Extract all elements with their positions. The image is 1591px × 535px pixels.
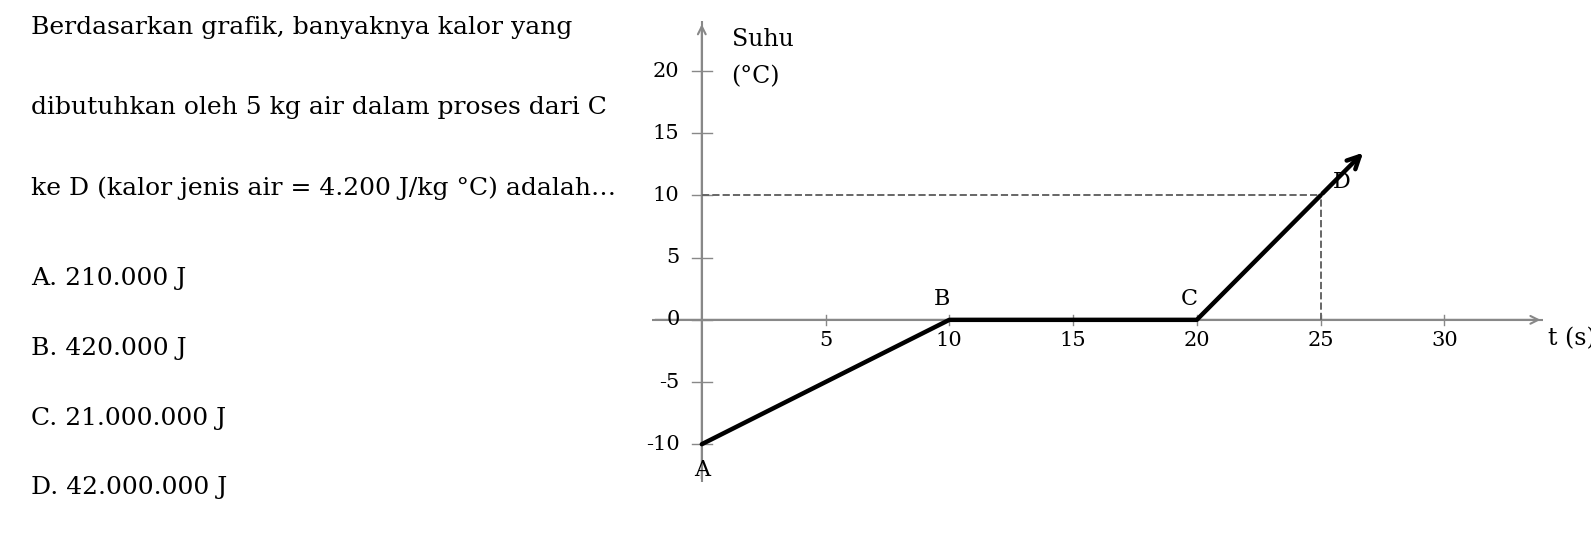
Text: dibutuhkan oleh 5 kg air dalam proses dari C: dibutuhkan oleh 5 kg air dalam proses da…: [32, 96, 608, 119]
Text: D. 42.000.000 J: D. 42.000.000 J: [32, 476, 228, 499]
Text: B. 420.000 J: B. 420.000 J: [32, 337, 188, 360]
Text: ke D (kalor jenis air = 4.200 J/kg °C) adalah…: ke D (kalor jenis air = 4.200 J/kg °C) a…: [32, 177, 616, 200]
Text: B: B: [934, 288, 950, 310]
Text: Suhu: Suhu: [732, 28, 794, 51]
Text: C. 21.000.000 J: C. 21.000.000 J: [32, 407, 226, 430]
Text: 5: 5: [667, 248, 679, 267]
Text: 20: 20: [652, 62, 679, 81]
Text: A. 210.000 J: A. 210.000 J: [32, 268, 186, 291]
Text: C: C: [1181, 288, 1198, 310]
Text: 0: 0: [667, 310, 679, 330]
Text: 30: 30: [1430, 331, 1457, 350]
Text: 15: 15: [652, 124, 679, 143]
Text: -5: -5: [659, 372, 679, 392]
Text: Berdasarkan grafik, banyaknya kalor yang: Berdasarkan grafik, banyaknya kalor yang: [32, 16, 573, 39]
Text: D: D: [1333, 171, 1351, 193]
Text: 10: 10: [652, 186, 679, 205]
Text: 20: 20: [1184, 331, 1211, 350]
Text: 15: 15: [1060, 331, 1087, 350]
Text: t (s): t (s): [1548, 327, 1591, 350]
Text: 25: 25: [1308, 331, 1333, 350]
Text: (°C): (°C): [732, 65, 780, 88]
Text: 10: 10: [936, 331, 963, 350]
Text: -10: -10: [646, 435, 679, 454]
Text: 5: 5: [819, 331, 832, 350]
Text: A: A: [694, 459, 711, 481]
